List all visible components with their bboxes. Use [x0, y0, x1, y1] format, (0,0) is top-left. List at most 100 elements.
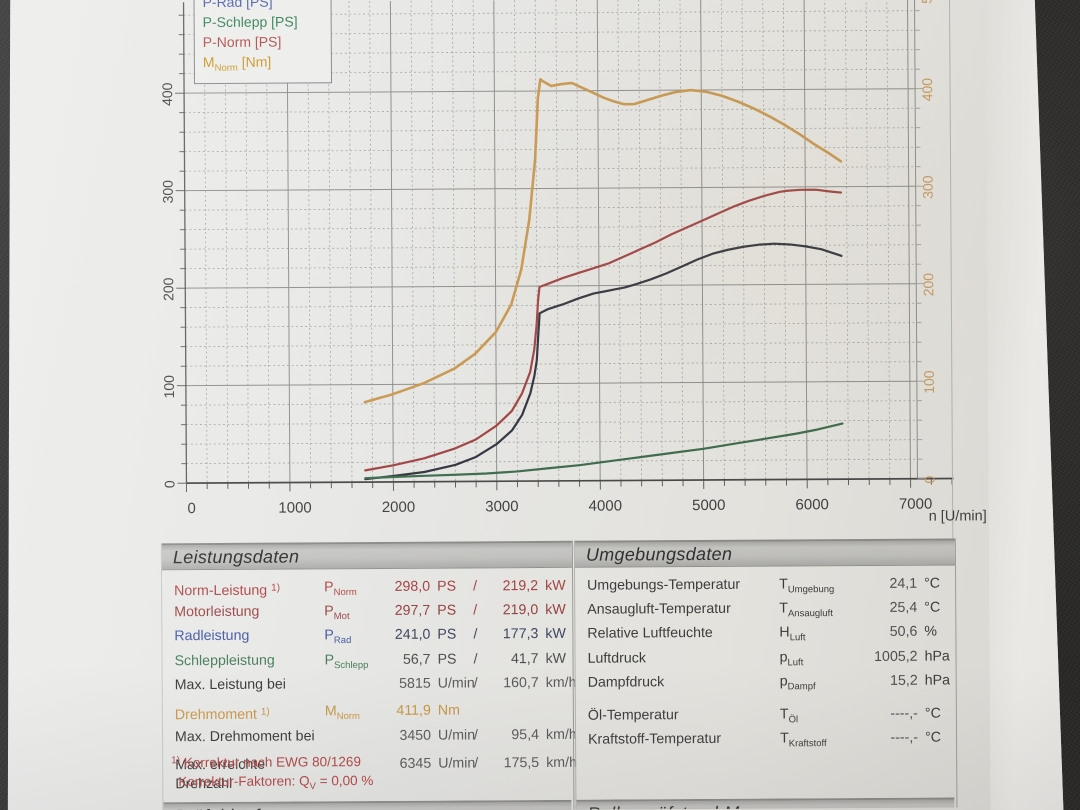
row-symbol	[325, 727, 373, 747]
row-value: ----,-	[890, 705, 918, 723]
table-row: Öl-Temperatur TÖl ----,- °C	[588, 705, 956, 731]
curve-m-norm	[363, 77, 842, 402]
curve-p-schlepp	[365, 424, 843, 479]
row-value-1: 3450	[399, 727, 432, 744]
axis-tick-label: 5000	[692, 497, 725, 514]
grid-line	[186, 478, 953, 483]
table-row: Motorleistung PMot 297,7 PS/219,0 kW	[174, 601, 572, 628]
grid-line	[186, 401, 917, 405]
grid-line	[515, 0, 518, 481]
row-value-2: 175,5	[503, 754, 540, 772]
row-label: Schleppleistung	[174, 652, 275, 669]
row-unit: °C	[924, 729, 942, 747]
row-slash: /	[473, 626, 478, 643]
row-symbol: PNorm	[324, 579, 357, 599]
bottom-left-header: Prüfablauf	[163, 800, 571, 810]
row-value-1: 411,9	[396, 703, 431, 720]
grid-line	[432, 1, 435, 482]
row-label: Ansaugluft-Temperatur	[587, 601, 731, 618]
row-unit: °C	[924, 599, 941, 616]
row-symbol: pDampf	[779, 673, 816, 693]
row-value-1: 297,7	[394, 602, 431, 620]
row-label: Drehmoment 1)	[174, 707, 270, 724]
grid-line	[184, 50, 915, 54]
legend-item-p-norm: P-Norm [PS]	[202, 33, 282, 51]
row-symbol: PMot	[324, 603, 350, 623]
grid-line	[186, 362, 917, 366]
table-row: Drehmoment 1) MNorm 411,9 Nm	[175, 701, 573, 728]
row-value-2: 160,7	[503, 674, 539, 692]
row-slash: /	[473, 651, 478, 668]
axis-tick-label: 100	[161, 375, 177, 399]
row-unit-1: U/min	[437, 726, 476, 744]
bottom-right-header: Rollenprüfstand-M	[576, 797, 954, 809]
grid-line	[184, 30, 915, 34]
row-label: Norm-Leistung 1)	[174, 582, 281, 600]
row-value: 1005,2	[874, 648, 918, 665]
grid-line	[185, 167, 916, 171]
footnote-line-1: 1) Korrektur nach EWG 80/1269	[171, 754, 361, 771]
table-row: Luftdruck pLuft 1005,2 hPa	[587, 647, 955, 673]
table-row: Radleistung PRad 241,0 PS/177,3 kW	[174, 625, 572, 652]
row-value-1: 6345	[399, 755, 432, 772]
grid-line	[763, 0, 766, 480]
grid-line	[721, 0, 724, 480]
grid-line	[473, 0, 476, 481]
correction-footnote: 1) Korrektur nach EWG 80/1269 Korrektur-F…	[171, 750, 373, 797]
grid-line	[186, 323, 917, 327]
grid-line	[452, 1, 455, 482]
row-symbol: PSchlepp	[324, 651, 369, 671]
row-symbol: pLuft	[779, 649, 804, 669]
grid-line	[390, 1, 393, 482]
grid-line	[185, 284, 916, 288]
grid-line	[887, 0, 890, 479]
row-label: Dampfdruck	[587, 674, 665, 691]
row-label: Motorleistung	[174, 603, 260, 621]
axis-tick-label: 6000	[795, 496, 828, 513]
grid-line	[597, 0, 600, 481]
row-label: Relative Luftfeuchte	[587, 625, 713, 643]
grid-line	[701, 0, 704, 480]
leistungsdaten-section: Leistungsdaten Norm-Leistung 1) PNorm 298,…	[161, 541, 575, 810]
axis-tick-label: 100	[921, 370, 937, 394]
grid-line	[639, 0, 642, 480]
axis-tick-label: 400	[159, 82, 175, 106]
row-symbol: HLuft	[779, 624, 806, 644]
row-unit: hPa	[924, 648, 950, 665]
grid-line	[535, 0, 538, 481]
grid-line	[742, 0, 745, 480]
grid-line	[915, 0, 918, 479]
x-axis-unit-label: n [U/min]	[928, 508, 987, 525]
grid-line	[185, 264, 916, 268]
axis-tick-label: 200	[160, 277, 176, 301]
row-unit-1: PS	[437, 578, 457, 595]
grid-line	[184, 128, 915, 132]
axis-tick-label: 0	[921, 475, 937, 483]
umgebungsdaten-section: Umgebungsdaten Umgebungs-Temperatur TUmge…	[574, 538, 958, 809]
grid-line	[185, 206, 916, 210]
row-unit-1: PS	[437, 602, 457, 619]
row-value-2: 177,3	[502, 626, 539, 643]
grid-line	[494, 0, 497, 481]
row-unit-1: U/min	[437, 675, 475, 692]
row-value-2: 219,2	[502, 578, 539, 595]
row-unit: °C	[924, 705, 941, 722]
row-symbol: PRad	[324, 627, 352, 647]
row-value: 25,4	[889, 599, 918, 617]
row-symbol: TÖl	[779, 706, 799, 726]
axis-tick-label: 500	[918, 0, 934, 4]
row-value: 50,6	[889, 624, 918, 641]
grid-line	[411, 1, 414, 482]
grid-line	[950, 0, 953, 538]
grid-line	[184, 89, 915, 93]
grid-line	[804, 0, 807, 479]
grid-line	[186, 459, 917, 463]
row-value-1: 241,0	[394, 627, 431, 644]
grid-line	[186, 440, 917, 444]
axis-tick-label: 1000	[278, 499, 311, 516]
leistungsdaten-header: Leistungsdaten	[162, 541, 572, 571]
axis-tick-label: 4000	[589, 498, 622, 515]
row-label: Luftdruck	[587, 650, 646, 667]
